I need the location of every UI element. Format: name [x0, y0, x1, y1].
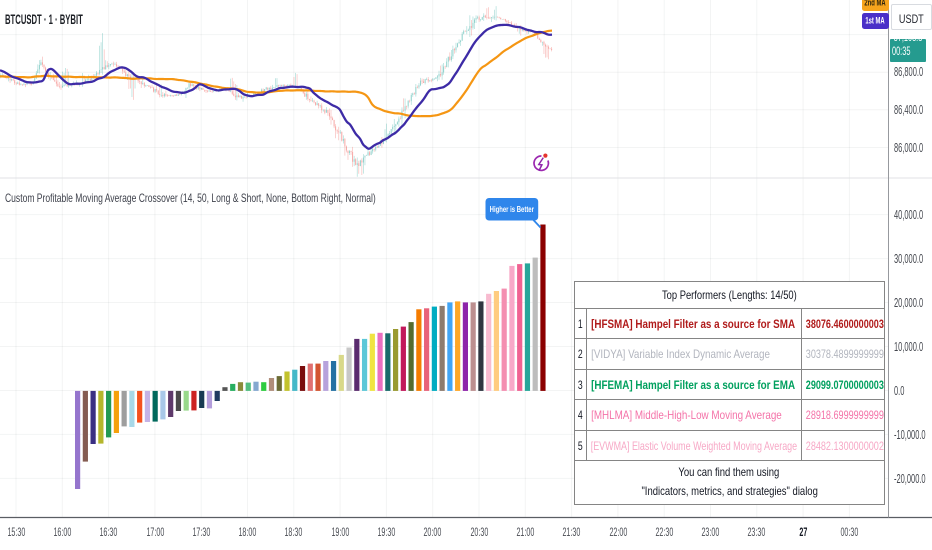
svg-text:Higher is Better: Higher is Better	[490, 204, 534, 214]
